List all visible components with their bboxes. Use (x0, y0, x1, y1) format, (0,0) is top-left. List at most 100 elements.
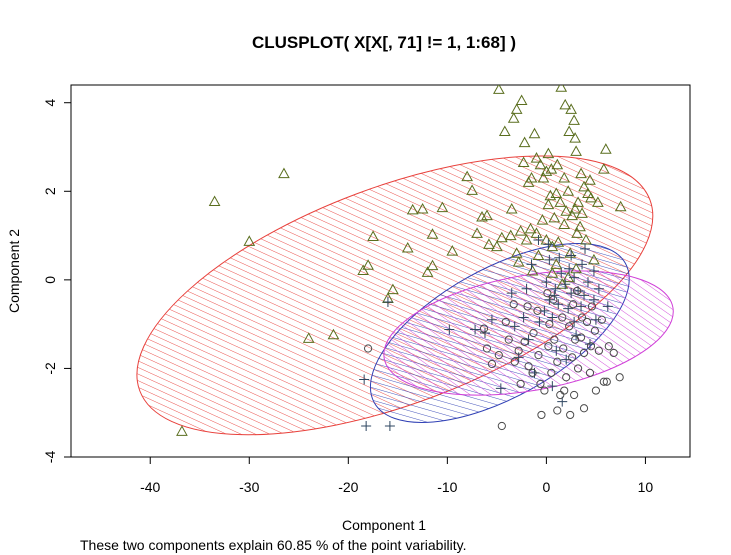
triangle-point (582, 187, 594, 198)
triangle-point (536, 214, 549, 225)
circle-point (615, 373, 624, 382)
triangle-point (278, 167, 290, 179)
triangle-point (504, 229, 517, 241)
y-tick-label: 2 (42, 187, 58, 195)
chart-title: CLUSPLOT( X[X[, 71] != 1, 1:68] ) (252, 33, 516, 52)
circle-point (576, 333, 586, 342)
circle-point (573, 364, 583, 373)
circle-point (540, 386, 549, 395)
circle-point (514, 346, 523, 355)
triangle-point (525, 171, 538, 183)
triangle-point (570, 145, 582, 156)
triangle-point (387, 283, 399, 295)
circle-point (556, 390, 565, 400)
x-axis-label: Component 1 (342, 517, 426, 533)
triangle-point (566, 209, 578, 221)
circle-point (533, 306, 542, 315)
x-tick-label: 10 (638, 479, 654, 495)
circle-point (494, 351, 503, 360)
triangle-point (564, 247, 577, 258)
triangle-point (540, 165, 553, 176)
triangle-point (401, 241, 414, 253)
x-tick-label: -20 (338, 479, 358, 495)
circle-point (559, 344, 568, 353)
circle-point (560, 386, 569, 395)
plus-point (579, 290, 590, 301)
circle-point (487, 359, 497, 369)
plus-point (576, 301, 587, 312)
plus-point (547, 381, 558, 392)
circle-point (571, 335, 580, 344)
circle-point (602, 377, 611, 386)
circle-point (544, 342, 553, 351)
triangle-point (580, 233, 592, 245)
triangle-point (550, 258, 563, 269)
plus-point (582, 277, 593, 288)
circle-point (604, 342, 613, 351)
triangle-point (532, 249, 545, 260)
plus-point (544, 254, 555, 265)
data-points (176, 85, 627, 436)
circle-point (545, 320, 554, 329)
plus-point (382, 297, 393, 307)
x-tick-label: 0 (542, 479, 550, 495)
circle-point (528, 368, 537, 377)
circle-point (501, 317, 510, 327)
plus-point (486, 314, 497, 325)
circle-point (509, 300, 518, 309)
circle-point (566, 410, 575, 420)
plus-point (359, 374, 370, 385)
triangle-point (517, 156, 530, 167)
triangle-point (524, 222, 537, 234)
triangle-point (507, 112, 520, 123)
cluster-ellipses (136, 155, 674, 436)
plus-point (588, 266, 599, 276)
triangle-point (550, 187, 563, 198)
plus-point (577, 259, 588, 270)
circle-point (599, 377, 608, 386)
circle-point (549, 295, 558, 304)
circle-point (582, 317, 592, 327)
triangle-point (537, 171, 550, 183)
y-tick-label: -2 (42, 362, 58, 375)
circle-point (479, 324, 489, 333)
circle-point (543, 289, 552, 298)
x-tick-label: -30 (239, 479, 259, 495)
plus-point (569, 316, 580, 327)
plus-point (526, 259, 537, 270)
circle-point (504, 335, 513, 344)
triangle-point (576, 207, 588, 218)
plus-point (553, 299, 564, 310)
plus-point (563, 303, 574, 314)
triangle-point (426, 228, 439, 239)
triangle-point (302, 332, 315, 343)
plus-point (495, 383, 506, 394)
x-axis: -40 -30 -20 -10 0 10 (140, 456, 654, 495)
circle-point (510, 357, 519, 366)
plus-point (361, 421, 372, 431)
circle-point (534, 351, 543, 360)
triangle-point (481, 209, 493, 221)
circle-point (609, 348, 618, 358)
triangle-point (546, 267, 559, 278)
plus-point (384, 421, 395, 431)
y-tick-label: -4 (42, 451, 58, 464)
cluster-ellipse (383, 270, 674, 396)
circle-point (550, 335, 559, 344)
plus-point (509, 321, 520, 332)
triangle-point (471, 227, 483, 238)
triangle-point (542, 147, 555, 159)
triangle-point (416, 202, 429, 214)
plus-point (543, 239, 554, 250)
triangle-point (483, 238, 495, 249)
circle-point (565, 322, 574, 331)
plus-point (571, 330, 582, 341)
plus-point (602, 301, 613, 312)
triangle-point (569, 132, 581, 143)
plus-point (554, 252, 565, 263)
triangle-point (367, 230, 379, 241)
circle-point (558, 313, 567, 322)
plus-point (506, 288, 517, 299)
plus-point (556, 268, 567, 279)
